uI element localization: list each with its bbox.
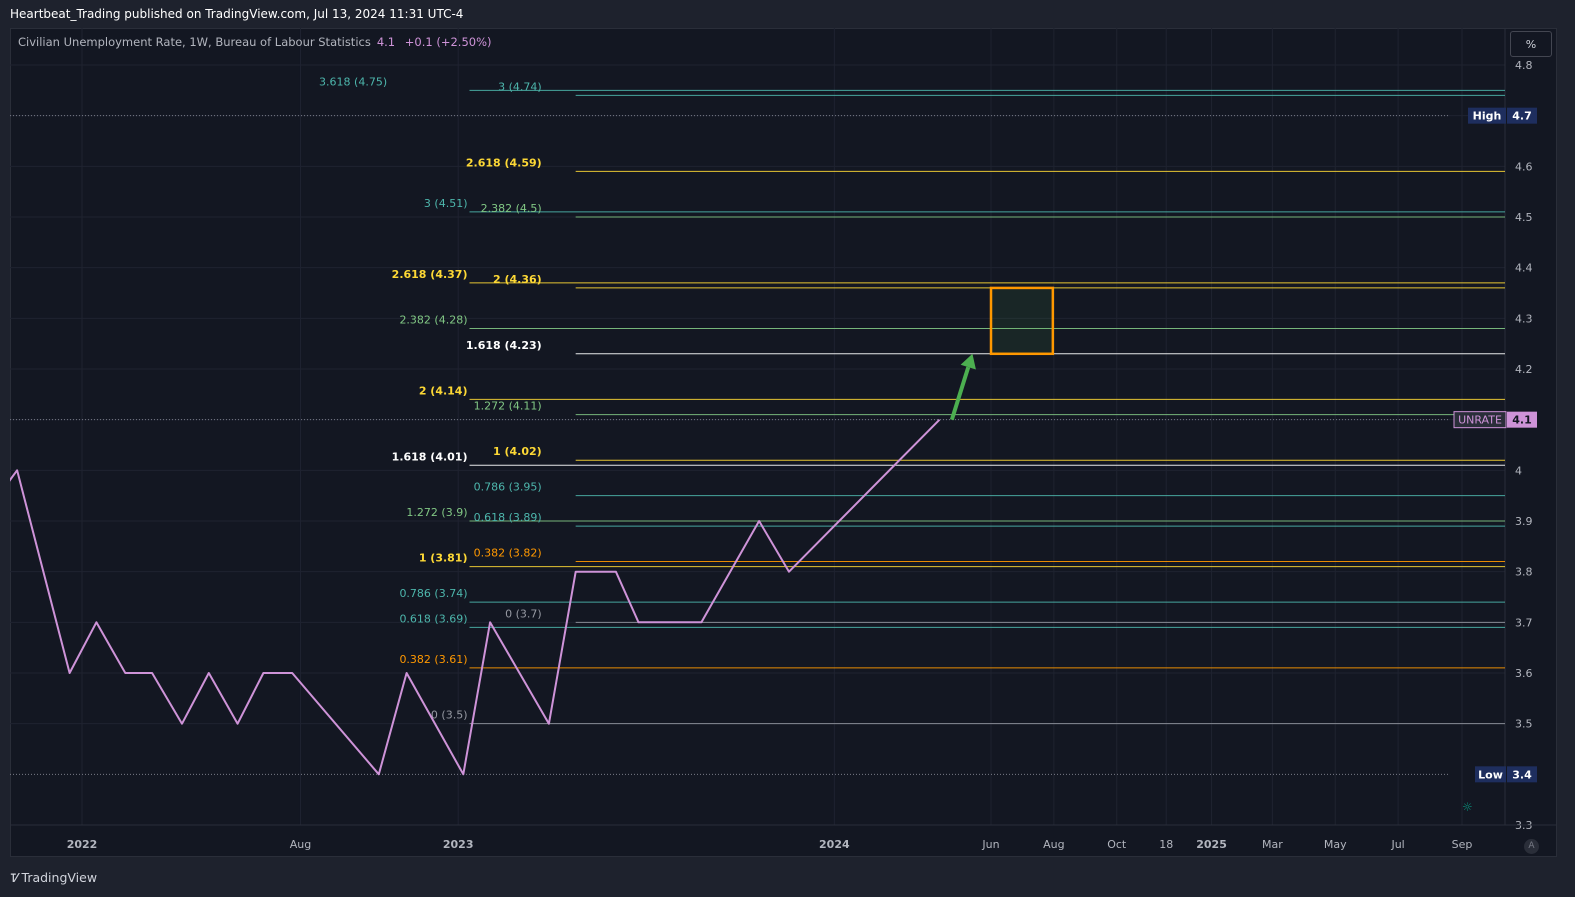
y-tick-label: 3.7 <box>1515 616 1533 629</box>
price-badge-bg <box>1507 107 1537 124</box>
x-tick-label: Mar <box>1262 838 1283 851</box>
marker-label: Low <box>1478 768 1503 781</box>
fib-level-label: 1.272 (4.11) <box>474 400 542 413</box>
x-tick-label: 2023 <box>443 838 474 851</box>
percent-scale-button[interactable]: % <box>1510 31 1552 57</box>
footer-bar: ⊺⁄ TradingView <box>0 862 1575 897</box>
series-title: Civilian Unemployment Rate, 1W, Bureau o… <box>18 35 371 49</box>
y-tick-label: 4.3 <box>1515 312 1533 325</box>
series-line-unrate <box>10 418 941 776</box>
y-tick-label: 4.2 <box>1515 363 1533 376</box>
fib-level-label: 0.786 (3.74) <box>399 587 467 600</box>
x-tick-label: 18 <box>1159 838 1173 851</box>
fib-level-label: 2 (4.14) <box>419 384 468 397</box>
fib-level-label: 3 (4.51) <box>424 197 468 210</box>
fib-level-label: 1 (3.81) <box>419 552 468 565</box>
y-tick-label: 4 <box>1515 464 1522 477</box>
arrow-head <box>960 353 976 370</box>
tradingview-logo[interactable]: ⊺⁄ TradingView <box>10 870 97 885</box>
brand-text: TradingView <box>21 870 98 885</box>
marker-label: High <box>1473 110 1502 123</box>
x-tick-label: Aug <box>1043 838 1064 851</box>
auto-scale-button[interactable]: A <box>1524 839 1539 854</box>
marker-label-bg <box>1453 411 1507 429</box>
y-tick-label: 4.5 <box>1515 211 1533 224</box>
fib-level-label: 0.618 (3.69) <box>399 612 467 625</box>
fib-level-label: 2.618 (4.37) <box>392 268 468 281</box>
fib-level-label: 2.382 (4.5) <box>481 202 542 215</box>
y-tick-label: 3.8 <box>1515 566 1533 579</box>
fib-level-label: 2.382 (4.28) <box>399 313 467 326</box>
marker-label-bg <box>1468 107 1506 124</box>
series-value: 4.1 <box>376 35 396 49</box>
price-badge-value: 3.4 <box>1512 768 1532 781</box>
marker-label-bg <box>1475 766 1506 783</box>
price-badge-value: 4.1 <box>1512 414 1532 427</box>
fib-level-label: 0.382 (3.82) <box>474 547 542 560</box>
x-tick-label: Oct <box>1107 838 1127 851</box>
x-tick-label: Jul <box>1390 838 1404 851</box>
fib-level-label: 0 (3.7) <box>505 607 542 620</box>
price-badge-bg <box>1507 766 1537 783</box>
fib-level-label: 0.786 (3.95) <box>474 481 542 494</box>
publisher-bar: Heartbeat_Trading published on TradingVi… <box>0 0 1575 28</box>
fib-level-label: 2 (4.36) <box>493 273 542 286</box>
series-legend[interactable]: Civilian Unemployment Rate, 1W, Bureau o… <box>18 35 492 49</box>
x-tick-label: May <box>1324 838 1347 851</box>
fib-level-label: 1.618 (4.23) <box>466 339 542 352</box>
y-tick-label: 3.5 <box>1515 718 1533 731</box>
fib-level-label: 0.382 (3.61) <box>399 653 467 666</box>
tv-mark-icon: ⊺⁄ <box>10 870 17 885</box>
fib-level-label: 0.618 (3.89) <box>474 511 542 524</box>
fib-level-label: 2.618 (4.59) <box>466 156 542 169</box>
fib-level-label: 1 (4.02) <box>493 445 542 458</box>
fib-level-label: 1.272 (3.9) <box>406 506 467 519</box>
marker-label: UNRATE <box>1458 414 1502 427</box>
fib-level-label: 0 (3.5) <box>431 709 468 722</box>
publisher-text: Heartbeat_Trading published on TradingVi… <box>10 7 464 21</box>
y-tick-label: 4.4 <box>1515 262 1533 275</box>
y-tick-label: 3.9 <box>1515 515 1533 528</box>
x-tick-label: Sep <box>1452 838 1473 851</box>
x-tick-label: Aug <box>290 838 311 851</box>
x-tick-label: 2022 <box>67 838 98 851</box>
y-tick-label: 3.6 <box>1515 667 1533 680</box>
arrow-shaft <box>949 366 971 421</box>
price-badge-bg <box>1507 411 1537 428</box>
sun-icon[interactable]: ☼ <box>1462 800 1473 814</box>
fib-level-label: 1.618 (4.01) <box>392 450 468 463</box>
series-change: +0.1 (+2.50%) <box>404 35 492 49</box>
fib-level-label: 3 (4.74) <box>498 80 542 93</box>
target-zone-box <box>989 286 1055 356</box>
y-tick-label: 4.6 <box>1515 160 1533 173</box>
x-tick-label: 2024 <box>819 838 850 851</box>
x-tick-label: 2025 <box>1196 838 1227 851</box>
fib-level-label: 3.618 (4.75) <box>319 75 387 88</box>
x-tick-label: Jun <box>981 838 999 851</box>
y-tick-label: 4.8 <box>1515 59 1533 72</box>
chart-canvas[interactable]: 3.33.53.63.73.83.944.14.24.34.44.54.64.7… <box>10 28 1557 860</box>
price-badge-value: 4.7 <box>1512 110 1532 123</box>
